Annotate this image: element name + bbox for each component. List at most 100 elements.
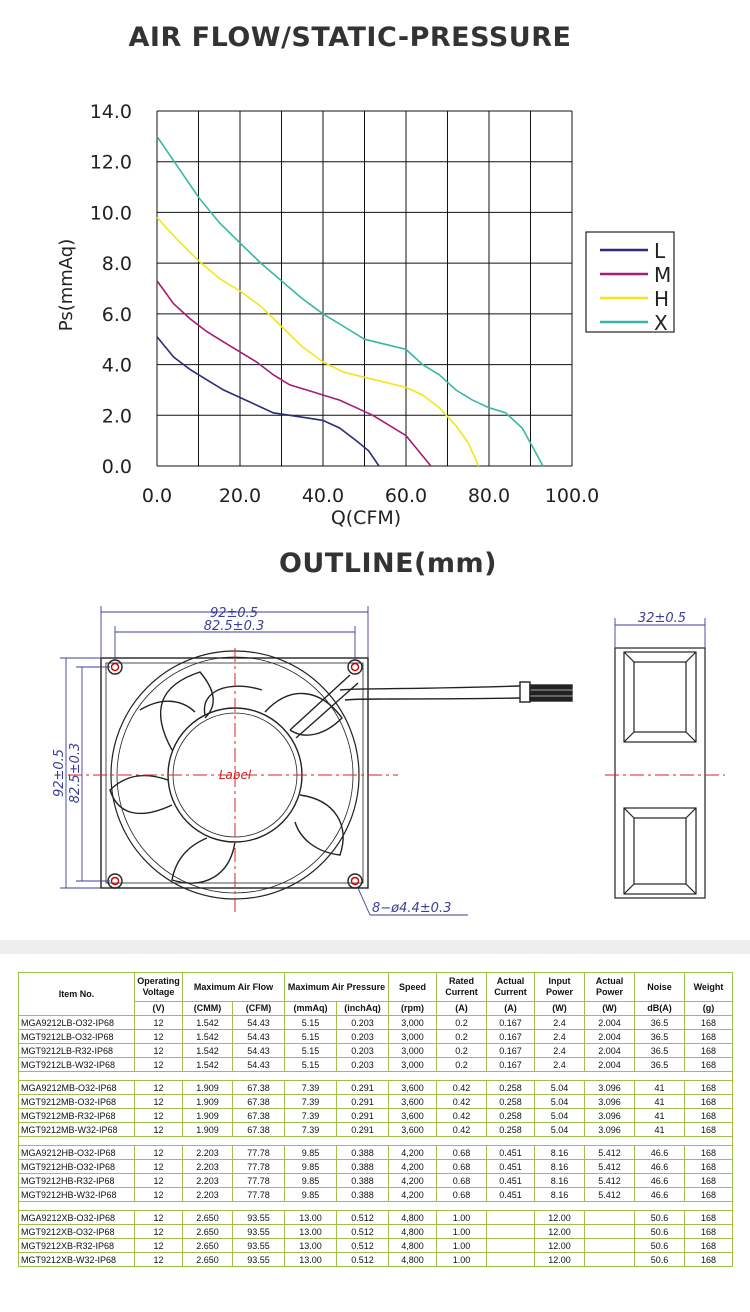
table-row: MGA9212XB-O32-IP68 12 2.650 93.55 13.00 0.512… <box>18 1210 733 1225</box>
value-cell: 46.6 <box>634 1159 685 1174</box>
value-cell: 54.43 <box>232 1043 285 1058</box>
value-cell: 12 <box>134 1187 183 1202</box>
value-cell: 1.909 <box>182 1108 233 1123</box>
value-cell: 3,600 <box>388 1122 437 1137</box>
value-cell: 2.4 <box>534 1015 585 1030</box>
table-row: MGT9212LB-R32-IP68 12 1.542 54.43 5.15 0.203 3… <box>18 1043 733 1058</box>
value-cell: 0.258 <box>486 1108 535 1123</box>
unit-cell: (A) <box>436 1001 487 1016</box>
value-cell: 0.203 <box>336 1029 389 1044</box>
value-cell: 41 <box>634 1094 685 1109</box>
value-cell: 0.451 <box>486 1145 535 1160</box>
x-tick-label: 20.0 <box>219 485 261 507</box>
value-cell: 12 <box>134 1159 183 1174</box>
unit-cell: (CMM) <box>182 1001 233 1016</box>
model-cell: MGT9212MB-R32-IP68 <box>18 1108 135 1123</box>
value-cell: 12 <box>134 1122 183 1137</box>
group-spacer <box>18 1071 733 1081</box>
value-cell: 4,800 <box>388 1252 437 1267</box>
value-cell: 5.412 <box>584 1159 635 1174</box>
value-cell: 67.38 <box>232 1108 285 1123</box>
value-cell: 0.68 <box>436 1187 487 1202</box>
value-cell: 2.650 <box>182 1210 233 1225</box>
value-cell: 0.388 <box>336 1173 389 1188</box>
header-speed: Speed <box>388 972 437 1002</box>
value-cell: 168 <box>684 1173 733 1188</box>
value-cell: 67.38 <box>232 1094 285 1109</box>
y-tick-label: 8.0 <box>102 253 132 275</box>
table-row: MGA9212LB-O32-IP68 12 1.542 54.43 5.15 0.203 3… <box>18 1015 733 1030</box>
value-cell: 5.04 <box>534 1122 585 1137</box>
value-cell: 5.412 <box>584 1173 635 1188</box>
value-cell: 36.5 <box>634 1043 685 1058</box>
header-noise: Noise <box>634 972 685 1002</box>
dim-left-outer: 92±0.5 <box>52 749 67 797</box>
table-row: MGA9212HB-O32-IP68 12 2.203 77.78 9.85 0.388 4… <box>18 1145 733 1160</box>
value-cell: 1.909 <box>182 1094 233 1109</box>
value-cell: 3,600 <box>388 1094 437 1109</box>
legend-label-m: M <box>654 263 671 287</box>
value-cell: 12 <box>134 1015 183 1030</box>
value-cell: 2.004 <box>584 1029 635 1044</box>
value-cell: 0.258 <box>486 1122 535 1137</box>
value-cell: 0.167 <box>486 1015 535 1030</box>
value-cell: 7.39 <box>284 1122 337 1137</box>
left-dimensions <box>60 657 110 889</box>
series-line-l <box>156 336 380 467</box>
value-cell: 4,200 <box>388 1145 437 1160</box>
value-cell: 1.542 <box>182 1015 233 1030</box>
value-cell: 0.2 <box>436 1057 487 1072</box>
value-cell: 9.85 <box>284 1145 337 1160</box>
value-cell: 168 <box>684 1043 733 1058</box>
y-tick-label: 0.0 <box>102 456 132 478</box>
header-input: Input Power <box>534 972 585 1002</box>
value-cell: 5.15 <box>284 1029 337 1044</box>
x-tick-labels: 0.0 20.0 40.0 60.0 80.0 100.0 <box>142 485 599 507</box>
unit-cell: (A) <box>486 1001 535 1016</box>
value-cell <box>584 1252 635 1267</box>
table-row: MGT9212XB-O32-IP68 12 2.650 93.55 13.00 0.512… <box>18 1224 733 1239</box>
series-line-h <box>156 216 480 467</box>
table-row: MGA9212MB-O32-IP68 12 1.909 67.38 7.39 0.291 3… <box>18 1080 733 1095</box>
value-cell: 46.6 <box>634 1187 685 1202</box>
outline-title: OUTLINE(mm) <box>278 548 498 579</box>
legend-box <box>585 231 675 333</box>
value-cell: 0.291 <box>336 1108 389 1123</box>
header-actual-current: Actual Current <box>486 972 535 1002</box>
value-cell: 0.258 <box>486 1094 535 1109</box>
value-cell: 9.85 <box>284 1187 337 1202</box>
value-cell: 3,600 <box>388 1080 437 1095</box>
y-tick-label: 12.0 <box>90 152 132 174</box>
value-cell: 5.15 <box>284 1057 337 1072</box>
value-cell: 8.16 <box>534 1187 585 1202</box>
chart-title: AIR FLOW/STATIC-PRESSURE <box>128 22 572 53</box>
value-cell: 2.203 <box>182 1159 233 1174</box>
value-cell: 46.6 <box>634 1145 685 1160</box>
value-cell: 13.00 <box>284 1210 337 1225</box>
value-cell: 12 <box>134 1173 183 1188</box>
y-tick-label: 4.0 <box>102 355 132 377</box>
dim-top-outer: 92±0.5 <box>210 606 258 621</box>
value-cell: 93.55 <box>232 1224 285 1239</box>
value-cell: 0.512 <box>336 1210 389 1225</box>
value-cell: 168 <box>684 1015 733 1030</box>
value-cell: 0.512 <box>336 1252 389 1267</box>
value-cell: 0.42 <box>436 1094 487 1109</box>
value-cell: 1.00 <box>436 1238 487 1253</box>
model-cell: MGA9212MB-O32-IP68 <box>18 1080 135 1095</box>
value-cell <box>486 1224 535 1239</box>
value-cell: 168 <box>684 1252 733 1267</box>
value-cell: 0.42 <box>436 1080 487 1095</box>
value-cell: 8.16 <box>534 1159 585 1174</box>
header-voltage: Operating Voltage <box>134 972 183 1002</box>
y-tick-label: 10.0 <box>90 202 132 224</box>
model-cell: MGT9212LB-W32-IP68 <box>18 1057 135 1072</box>
value-cell: 0.291 <box>336 1122 389 1137</box>
value-cell: 67.38 <box>232 1122 285 1137</box>
value-cell: 3,600 <box>388 1108 437 1123</box>
value-cell: 50.6 <box>634 1252 685 1267</box>
value-cell: 12 <box>134 1210 183 1225</box>
value-cell: 3.096 <box>584 1094 635 1109</box>
unit-cell: (rpm) <box>388 1001 437 1016</box>
